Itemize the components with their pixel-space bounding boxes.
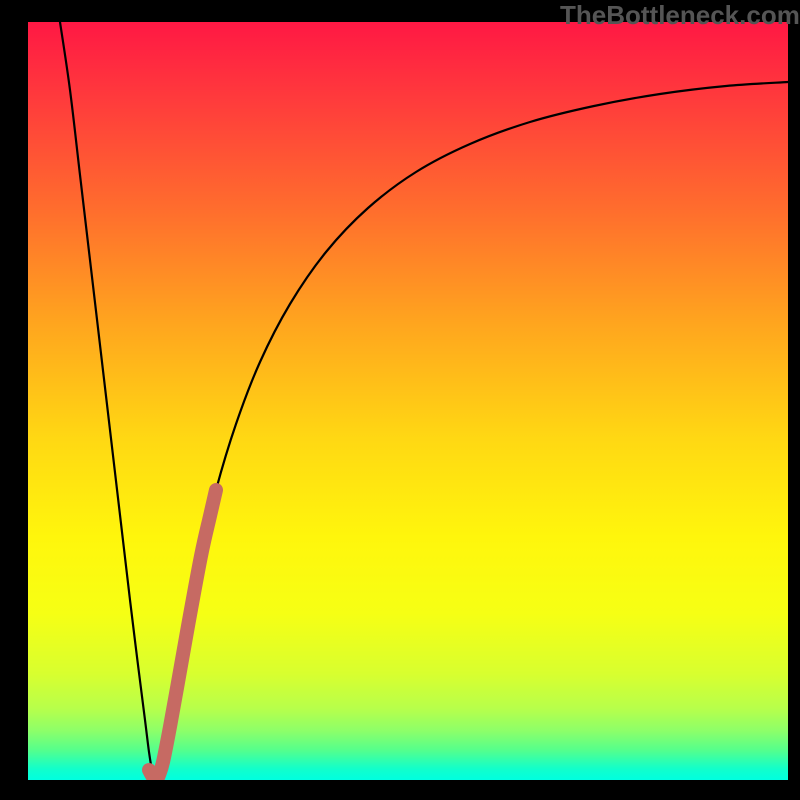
frame-border-bottom xyxy=(0,780,800,800)
frame-border-right xyxy=(788,0,800,800)
frame-border-left xyxy=(0,0,28,800)
watermark-text: TheBottleneck.com xyxy=(560,0,800,31)
bottleneck-chart xyxy=(0,0,800,800)
gradient-background xyxy=(28,22,788,780)
